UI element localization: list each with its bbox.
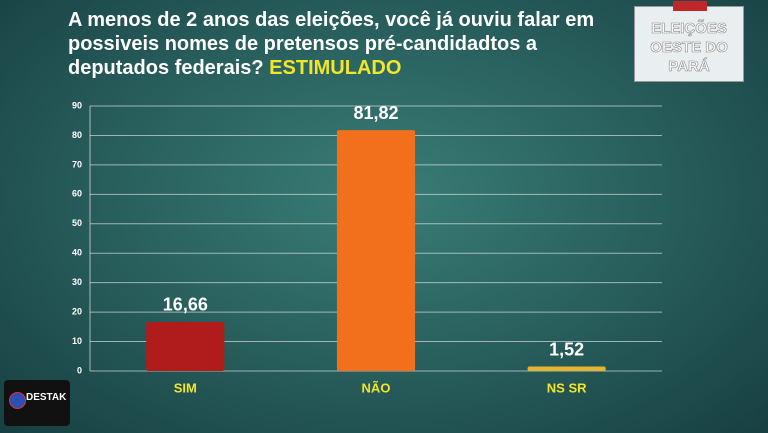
- y-tick-label: 80: [72, 130, 82, 140]
- x-tick-label: NS SR: [547, 380, 587, 395]
- value-label: 16,66: [163, 295, 208, 315]
- brand-name: DESTAK: [26, 392, 67, 403]
- title: A menos de 2 anos das eleições, você já …: [68, 8, 628, 80]
- title-text: A menos de 2 anos das eleições, você já …: [68, 9, 595, 79]
- bar: [527, 366, 606, 371]
- value-label: 81,82: [353, 103, 398, 123]
- x-tick-label: SIM: [174, 380, 197, 395]
- y-tick-label: 50: [72, 218, 82, 228]
- y-tick-label: 40: [72, 248, 82, 258]
- bar: [336, 130, 416, 371]
- y-tick-label: 60: [72, 189, 82, 199]
- y-tick-label: 70: [72, 159, 82, 169]
- y-tick-label: 30: [72, 277, 82, 287]
- title-emphasis: ESTIMULADO: [269, 57, 402, 79]
- logo: ELEIÇÕES OESTE DO PARÁ: [634, 1, 744, 82]
- brand-logo: DESTAK: [4, 380, 70, 426]
- y-tick-label: 20: [72, 306, 82, 316]
- bar: [146, 321, 225, 371]
- y-tick-label: 0: [77, 365, 82, 375]
- value-label: 1,52: [549, 339, 584, 359]
- y-tick-label: 90: [72, 100, 82, 110]
- x-tick-label: NÃO: [362, 380, 391, 395]
- logo-text: ELEIÇÕES OESTE DO PARÁ: [650, 20, 728, 76]
- y-tick-label: 10: [72, 336, 82, 346]
